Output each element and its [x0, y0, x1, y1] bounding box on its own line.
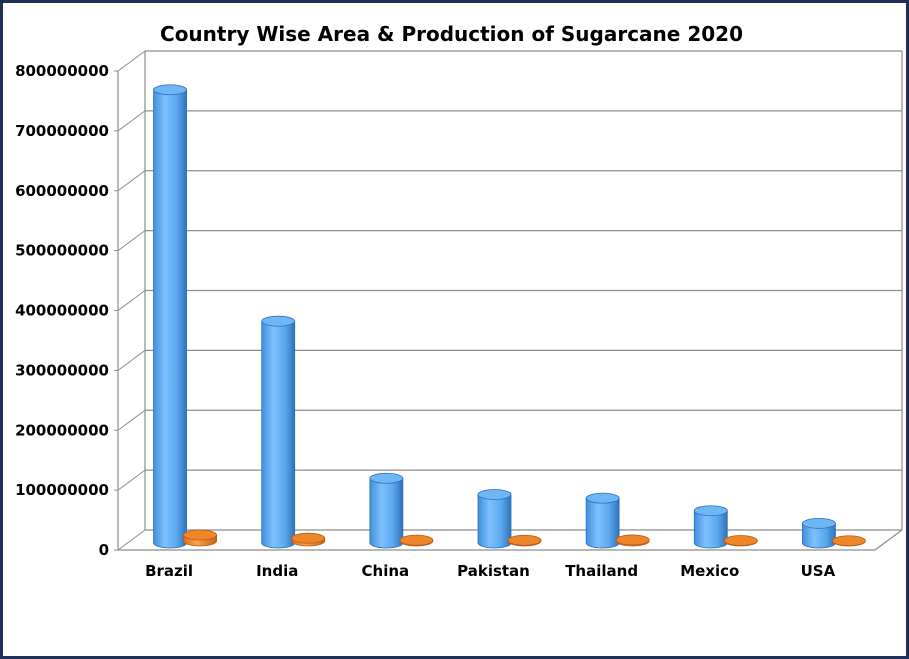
bar-usa-series-1 — [802, 517, 836, 549]
gridline-side — [117, 529, 146, 551]
bar-top — [615, 534, 650, 546]
y-tick-label: 800000000 — [15, 62, 109, 80]
bar-china-series-1 — [369, 472, 404, 549]
gridline-side — [117, 469, 146, 491]
y-tick-label: 0 — [99, 541, 109, 559]
y-tick-label: 400000000 — [15, 302, 109, 320]
y-tick-label: 500000000 — [15, 242, 109, 260]
y-tick-label: 600000000 — [15, 182, 109, 200]
bar-india-series-1 — [261, 315, 296, 549]
bar-body — [153, 89, 187, 549]
x-tick-label: India — [256, 562, 298, 580]
bar-top — [261, 315, 296, 327]
bar-brazil-series-1 — [153, 84, 187, 549]
bar-top — [802, 517, 836, 529]
gridline-side — [117, 290, 146, 311]
bar-top — [477, 489, 512, 500]
bar-top — [723, 535, 758, 546]
bar-body — [369, 477, 404, 549]
y-tick-label: 700000000 — [15, 122, 109, 140]
bar-top — [153, 84, 187, 96]
gridline-side — [117, 230, 146, 252]
x-tick-label: USA — [801, 562, 836, 580]
x-tick-label: Pakistan — [457, 562, 530, 580]
bar-india-series-2 — [291, 532, 326, 547]
x-tick-label: China — [362, 562, 410, 580]
bar-mexico-series-1 — [693, 505, 728, 549]
axes — [114, 50, 903, 551]
bar-body — [477, 494, 512, 549]
gridline-side — [117, 110, 146, 132]
axis-labels: 0 100000000 200000000 300000000 400000000 500… — [15, 62, 836, 580]
bar-top — [585, 492, 620, 504]
bar-top — [832, 535, 866, 547]
x-tick-label: Mexico — [680, 562, 739, 580]
bar-top — [693, 505, 728, 517]
bar-usa-series-2 — [832, 535, 866, 547]
bar-body — [693, 510, 728, 549]
bar-thailand-series-1 — [585, 492, 620, 549]
chart-title: Country Wise Area & Production of Sugarc… — [160, 22, 743, 46]
axis-line — [874, 529, 903, 551]
bar-body — [261, 320, 296, 549]
gridline-side — [117, 409, 146, 431]
bar-china-series-2 — [399, 534, 434, 547]
gridline-side — [117, 170, 146, 192]
bar-top — [183, 529, 217, 541]
bar-mexico-series-2 — [723, 535, 758, 547]
bars — [153, 84, 866, 549]
bar-top — [399, 534, 434, 546]
x-tick-label: Brazil — [145, 562, 193, 580]
y-tick-label: 100000000 — [15, 481, 109, 499]
y-tick-label: 200000000 — [15, 421, 109, 439]
gridline-side — [117, 50, 146, 72]
y-tick-label: 300000000 — [15, 361, 109, 379]
bar-top — [369, 472, 404, 484]
gridline-side — [117, 349, 146, 371]
x-tick-label: Thailand — [565, 562, 638, 580]
bar-brazil-series-2 — [183, 529, 217, 547]
bar-thailand-series-2 — [615, 534, 650, 547]
bar-body — [585, 497, 620, 549]
bar-pakistan-series-1 — [477, 489, 512, 549]
bar-top — [291, 532, 326, 544]
bar-pakistan-series-2 — [507, 534, 542, 547]
bar-top — [507, 534, 542, 546]
